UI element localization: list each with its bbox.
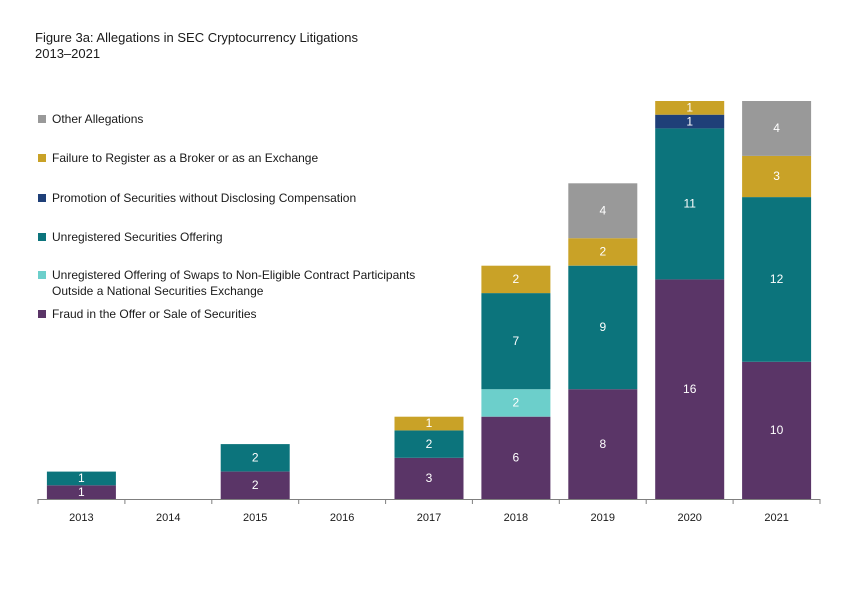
data-label-2013-unregistered-securities-offeri: 1 xyxy=(78,471,85,485)
data-label-2020-fraud-in-the-offer-or-sale-of-: 16 xyxy=(683,382,697,396)
bar-segment-2021-failure-to-register-as-a-broke xyxy=(742,155,812,198)
bar-segment-2013-fraud-in-the-offer-or-sale-of- xyxy=(46,485,116,499)
legend-item-other: Other Allegations xyxy=(38,111,143,127)
bar-segment-2020-unregistered-securities-offeri xyxy=(655,128,725,280)
bar-segment-2021-fraud-in-the-offer-or-sale-of- xyxy=(742,361,812,499)
data-label-2018-unregistered-securities-offeri: 7 xyxy=(513,334,520,348)
x-tick-label-2019: 2019 xyxy=(591,512,615,524)
bar-segment-2021-unregistered-securities-offeri xyxy=(742,197,812,362)
x-tick-label-2017: 2017 xyxy=(417,512,441,524)
bar-segment-2020-failure-to-register-as-a-broke xyxy=(655,101,725,115)
x-tick-label-2018: 2018 xyxy=(504,512,528,524)
legend-label-promotion: Promotion of Securities without Disclosi… xyxy=(52,191,357,205)
x-tick-label-2021: 2021 xyxy=(764,512,788,524)
data-label-2021-unregistered-securities-offeri: 12 xyxy=(770,272,784,286)
x-tick-label-2014: 2014 xyxy=(156,512,180,524)
legend-item-promotion: Promotion of Securities without Disclosi… xyxy=(38,190,356,206)
legend-item-swaps: Unregistered Offering of Swaps to Non-El… xyxy=(38,267,415,299)
bar-segment-2020-fraud-in-the-offer-or-sale-of- xyxy=(655,279,725,499)
bar-segment-2017-failure-to-register-as-a-broke xyxy=(394,416,464,431)
data-label-2020-unregistered-securities-offeri: 11 xyxy=(683,197,696,211)
bar-segment-2019-fraud-in-the-offer-or-sale-of- xyxy=(568,389,638,499)
bar-segment-2019-unregistered-securities-offeri xyxy=(568,265,638,390)
data-label-2015-fraud-in-the-offer-or-sale-of-: 2 xyxy=(252,478,259,492)
data-label-2013-fraud-in-the-offer-or-sale-of-: 1 xyxy=(78,485,85,499)
legend-swatch-swaps xyxy=(38,271,46,279)
bar-segment-2018-unregistered-offering-of-swaps xyxy=(481,389,551,417)
x-tick-label-2013: 2013 xyxy=(69,512,93,524)
legend-label-other: Other Allegations xyxy=(52,112,144,126)
bar-segment-2019-failure-to-register-as-a-broke xyxy=(568,238,638,266)
legend-item-fraud: Fraud in the Offer or Sale of Securities xyxy=(38,306,257,322)
bar-segment-2018-failure-to-register-as-a-broke xyxy=(481,265,551,294)
data-label-2017-fraud-in-the-offer-or-sale-of-: 3 xyxy=(426,471,433,485)
data-label-2019-failure-to-register-as-a-broke: 2 xyxy=(599,245,606,259)
bar-segment-2019-other-allegations xyxy=(568,183,638,239)
legend-swatch-fraud xyxy=(38,310,46,318)
data-label-2017-unregistered-securities-offeri: 2 xyxy=(426,437,433,451)
data-label-2021-failure-to-register-as-a-broke: 3 xyxy=(773,169,780,183)
bar-segment-2021-other-allegations xyxy=(742,101,812,156)
bar-segment-2018-unregistered-securities-offeri xyxy=(481,293,551,390)
legend-label-swaps: Unregistered Offering of Swaps to Non-El… xyxy=(52,267,415,299)
legend-item-unregistered-offering: Unregistered Securities Offering xyxy=(38,229,223,245)
bar-segment-2017-unregistered-securities-offeri xyxy=(394,430,464,458)
data-label-2021-other-allegations: 4 xyxy=(773,121,780,135)
legend-label-swaps-line1: Unregistered Offering of Swaps to Non-El… xyxy=(52,268,416,282)
legend-swatch-other xyxy=(38,115,46,123)
data-label-2019-unregistered-securities-offeri: 9 xyxy=(599,320,606,334)
data-label-2018-unregistered-offering-of-swaps: 2 xyxy=(513,396,520,410)
bar-segment-2017-fraud-in-the-offer-or-sale-of- xyxy=(394,457,464,499)
data-label-2021-fraud-in-the-offer-or-sale-of-: 10 xyxy=(770,423,784,437)
data-label-2018-failure-to-register-as-a-broke: 2 xyxy=(513,272,520,286)
x-tick-label-2020: 2020 xyxy=(677,512,701,524)
legend-label-failure-to-register: Failure to Register as a Broker or as an… xyxy=(52,151,319,165)
bar-segment-2020-promotion-of-securities-withou xyxy=(655,114,725,129)
legend-swatch-failure-to-register xyxy=(38,154,46,162)
data-label-2018-fraud-in-the-offer-or-sale-of-: 6 xyxy=(513,450,520,464)
bar-segment-2015-fraud-in-the-offer-or-sale-of- xyxy=(220,471,290,499)
x-tick-label-2016: 2016 xyxy=(330,512,354,524)
bar-segment-2015-unregistered-securities-offeri xyxy=(220,444,290,472)
x-tick-label-2015: 2015 xyxy=(243,512,267,524)
chart-title: Figure 3a: Allegations in SEC Cryptocurr… xyxy=(35,30,358,45)
data-label-2017-failure-to-register-as-a-broke: 1 xyxy=(426,416,433,430)
chart-subtitle: 2013–2021 xyxy=(35,46,101,61)
bar-segment-2013-unregistered-securities-offeri xyxy=(46,471,116,486)
legend-swatch-unregistered-offering xyxy=(38,233,46,241)
data-label-2019-other-allegations: 4 xyxy=(599,203,606,217)
legend-label-swaps-line2: Outside a National Securities Exchange xyxy=(52,284,264,298)
data-label-2015-unregistered-securities-offeri: 2 xyxy=(252,450,259,464)
bar-segment-2018-fraud-in-the-offer-or-sale-of- xyxy=(481,416,551,499)
data-label-2020-failure-to-register-as-a-broke: 1 xyxy=(686,101,693,115)
legend-swatch-promotion xyxy=(38,194,46,202)
legend-item-failure-to-register: Failure to Register as a Broker or as an… xyxy=(38,150,318,166)
data-label-2019-fraud-in-the-offer-or-sale-of-: 8 xyxy=(599,437,606,451)
legend-label-unregistered-offering: Unregistered Securities Offering xyxy=(52,230,223,244)
data-label-2020-promotion-of-securities-withou: 1 xyxy=(686,114,693,128)
chart-title-block: Figure 3a: Allegations in SEC Cryptocurr… xyxy=(35,30,358,62)
legend-label-fraud: Fraud in the Offer or Sale of Securities xyxy=(52,307,257,321)
